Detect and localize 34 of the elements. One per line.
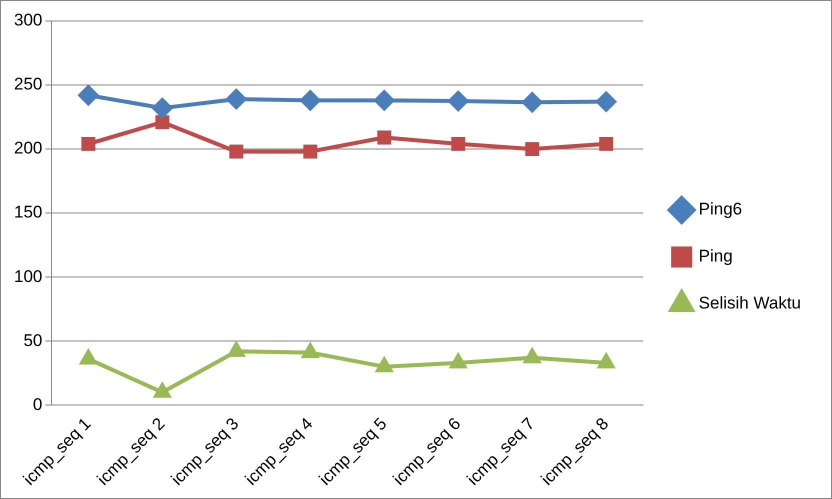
point <box>80 350 96 365</box>
point <box>154 383 170 398</box>
point <box>524 348 540 364</box>
point <box>598 354 614 368</box>
point <box>599 136 614 151</box>
point <box>525 142 540 156</box>
point <box>228 342 244 357</box>
point <box>226 89 246 110</box>
point <box>522 92 542 112</box>
point <box>303 144 318 159</box>
point <box>448 91 468 112</box>
point <box>596 92 616 112</box>
legend-label: Ping6 <box>698 200 742 219</box>
y-tick-label: 50 <box>23 330 42 350</box>
y-tick-label: 100 <box>14 266 42 286</box>
y-tick-label: 0 <box>32 394 42 414</box>
y-tick-label: 250 <box>14 74 42 94</box>
legend-label: Ping <box>698 246 733 266</box>
point <box>451 136 466 151</box>
point <box>229 144 244 159</box>
point <box>152 98 172 118</box>
point <box>374 90 394 110</box>
legend-label: Selisih Waktu <box>698 294 802 313</box>
point <box>155 115 170 130</box>
point <box>376 358 392 372</box>
point <box>450 354 466 368</box>
y-tick-label: 200 <box>14 138 42 158</box>
y-tick-label: 300 <box>14 10 42 30</box>
point <box>300 90 320 110</box>
point <box>377 130 392 144</box>
y-tick-label: 150 <box>14 202 42 222</box>
point <box>81 136 96 151</box>
point <box>302 344 318 358</box>
point <box>78 85 98 106</box>
